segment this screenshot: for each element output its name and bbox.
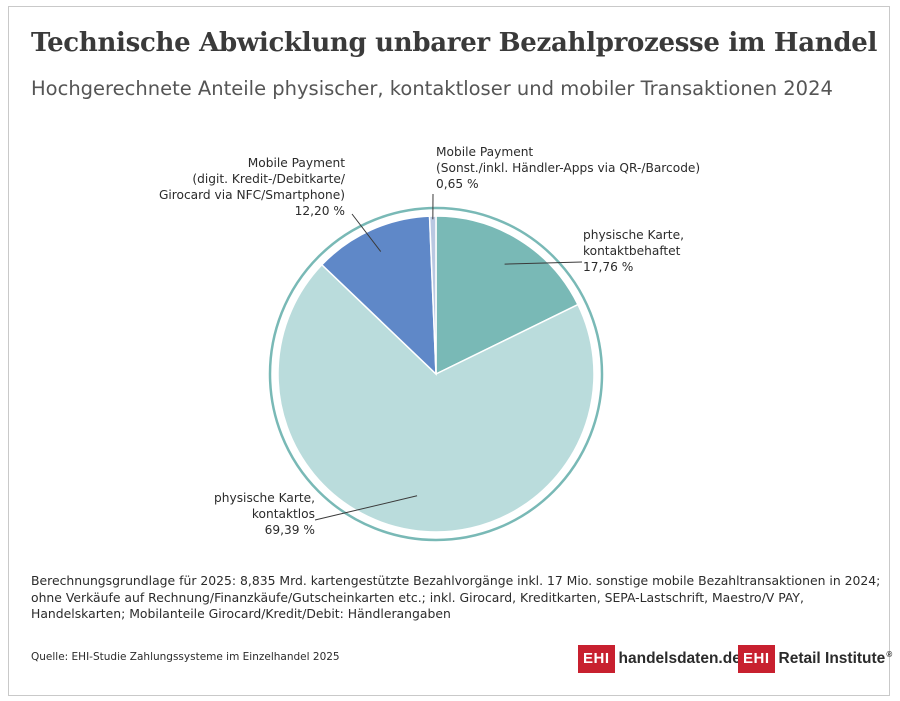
footnote-line-2: ohne Verkäufe auf Rechnung/Finanzkäufe/G… [31,589,804,605]
label-mobile-sonst-line-2: (Sonst./inkl. Händler-Apps via QR-/Barco… [436,161,701,175]
retail-institute-name: Retail Institute [778,650,886,668]
pie-slice-kontaktbehaftet [435,215,579,376]
label-mobile-nfc-line-2: (digit. Kredit-/Debitkarte/ [192,172,345,186]
leader-line-kontaktlos [314,495,418,521]
label-kontaktlos-value: 69,39 % [264,523,315,537]
chart-title: Technische Abwicklung unbarer Bezahlproz… [31,28,878,58]
handelsdaten-text: handelsdaten.de [618,650,741,667]
leader-line-kontaktbehaftet [504,261,583,265]
pie-outer-ring [268,206,604,542]
pie-slice-mobile_nfc [320,215,437,376]
label-mobile-nfc-value: 12,20 % [294,204,345,218]
label-mobile-sonst-value: 0,65 % [436,177,479,191]
handelsdaten-logo[interactable]: EHI handelsdaten.de [578,642,741,676]
label-kontaktlos-line-1: physische Karte, [214,491,315,505]
label-mobile-nfc: Mobile Payment (digit. Kredit-/Debitkart… [159,155,345,219]
pie-slice-kontaktlos [277,263,595,533]
chart-frame [8,6,890,696]
label-mobile-sonst: Mobile Payment (Sonst./inkl. Händler-App… [436,144,700,192]
label-kontaktlos-line-2: kontaktlos [251,507,315,521]
label-mobile-nfc-line-3: Girocard via NFC/Smartphone) [158,188,345,202]
label-kontaktbehaftet-line-2: kontaktbehaftet [583,244,681,258]
label-kontaktbehaftet: physische Karte, kontaktbehaftet 17,76 % [583,227,684,275]
chart-subtitle: Hochgerechnete Anteile physischer, konta… [31,77,833,100]
source-note: Quelle: EHI-Studie Zahlungssysteme im Ei… [31,651,340,663]
registered-mark: ® [886,649,893,659]
label-kontaktbehaftet-value: 17,76 % [583,260,634,274]
label-mobile-sonst-line-1: Mobile Payment [436,145,534,159]
label-kontaktlos: physische Karte, kontaktlos 69,39 % [214,490,315,538]
leader-line-mobile_nfc [351,213,382,252]
retail-institute-logo[interactable]: EHI Retail Institute® [738,642,892,676]
label-kontaktbehaftet-line-1: physische Karte, [583,228,684,242]
label-mobile-nfc-line-1: Mobile Payment [247,156,345,170]
footnote-line-1: Berechnungsgrundlage für 2025: 8,835 Mrd… [31,573,881,588]
retail-institute-text: Retail Institute® [779,650,893,668]
ehi-badge-2: EHI [738,645,775,673]
footnote: Berechnungsgrundlage für 2025: 8,835 Mrd… [31,573,880,623]
footnote-line-3: Handelskarten; Mobilanteile Girocard/Kre… [31,606,451,621]
ehi-badge: EHI [578,645,615,673]
